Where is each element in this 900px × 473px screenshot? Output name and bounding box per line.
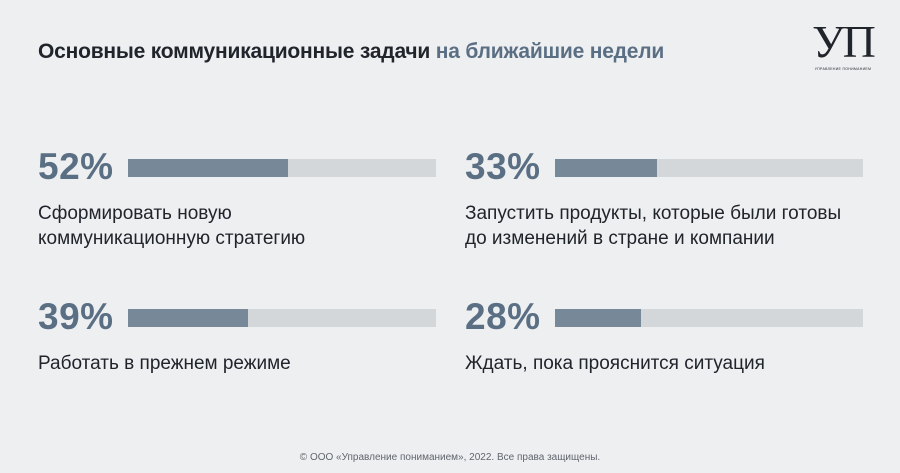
bar	[128, 159, 289, 177]
value-label: 28%	[465, 296, 541, 337]
logo-mark: УП	[812, 16, 876, 67]
logo-subtitle: Управление пониманием	[814, 67, 872, 71]
value-label: 52%	[38, 146, 114, 187]
bar-track	[555, 309, 863, 327]
value-label: 39%	[38, 296, 114, 337]
copyright-footer: © ООО «Управление пониманием», 2022. Все…	[299, 452, 601, 463]
title-accent: на ближайшие недели	[435, 40, 665, 63]
bar-track	[128, 159, 436, 177]
category-label: Запустить продукты, которые были готовы д…	[465, 203, 842, 249]
bar-track	[128, 309, 436, 327]
page-title: Основные коммуникационные задачи на ближ…	[38, 40, 664, 64]
category-label: Ждать, пока прояснится ситуация	[465, 353, 765, 374]
bar	[555, 159, 657, 177]
category-label: Сформировать новую коммуникационную страт…	[38, 203, 306, 249]
bar	[128, 309, 249, 327]
bar	[555, 309, 642, 327]
value-label: 33%	[465, 146, 541, 187]
bar-track	[555, 159, 863, 177]
title-main: Основные коммуникационные задачи	[38, 40, 431, 63]
category-label: Работать в прежнем режиме	[38, 353, 291, 374]
logo: УП Управление пониманием	[812, 16, 876, 72]
